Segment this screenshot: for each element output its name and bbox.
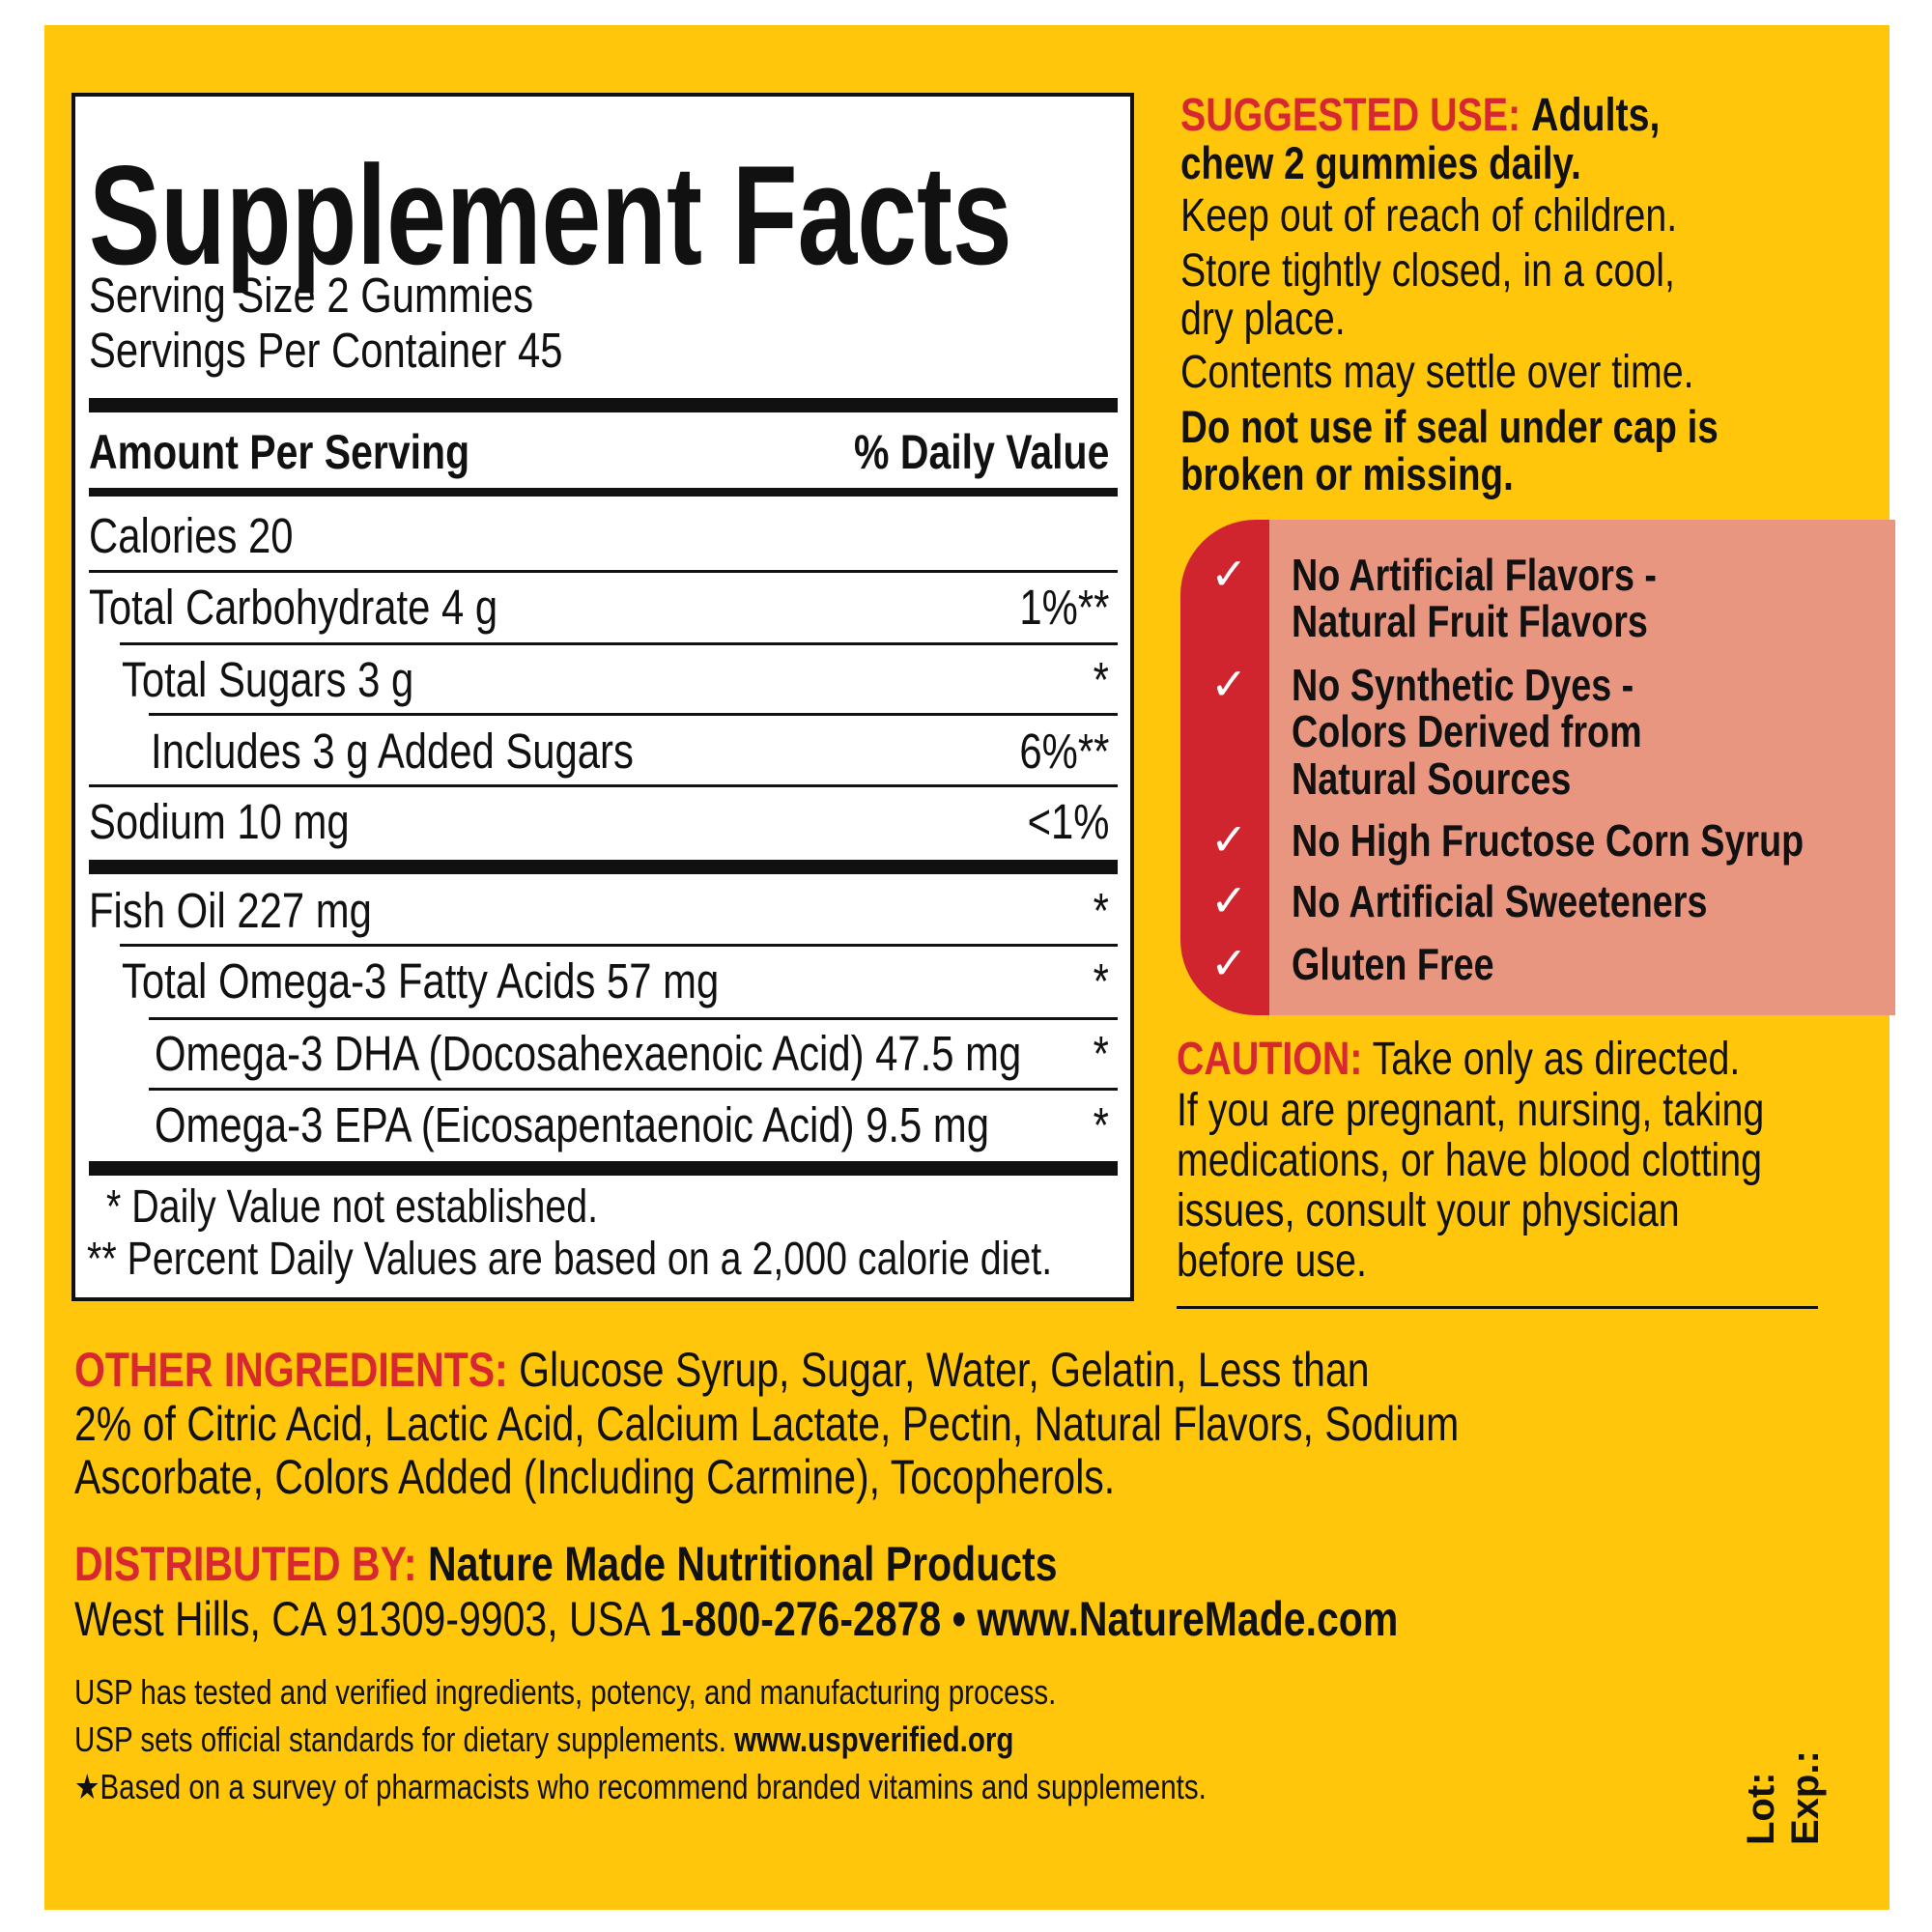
caution-line: medications, or have blood clotting	[1177, 1135, 1763, 1186]
suggested-use-line4: Store tightly closed, in a cool,	[1180, 245, 1675, 297]
nutrient-dv: *	[1093, 1026, 1109, 1081]
nutrient-dv: *	[1093, 1097, 1109, 1152]
nutrient-row-dha: Omega-3 DHA (Docosahexaenoic Acid) 47.5 …	[155, 1026, 1022, 1081]
claims-box	[1180, 520, 1895, 1015]
caution-line: issues, consult your physician	[1177, 1185, 1680, 1236]
amount-per-serving-header: Amount Per Serving	[89, 425, 470, 479]
check-icon: ✓	[1210, 813, 1248, 866]
usp-line2: USP sets official standards for dietary …	[74, 1722, 1013, 1757]
suggested-use-line8: broken or missing.	[1180, 448, 1514, 499]
distributor-contact: 1-800-276-2878 • www.NatureMade.com	[659, 1592, 1399, 1646]
divider-thick	[89, 860, 1118, 874]
lot-exp-block: Lot: Exp.:	[1739, 1750, 1828, 1845]
nutrient-row-carbohydrate: Total Carbohydrate 4 g	[89, 580, 498, 635]
lot-label: Lot:	[1740, 1772, 1782, 1845]
row-divider	[120, 642, 1118, 645]
nutrient-dv: 1%**	[1019, 580, 1109, 635]
distributor-line2: West Hills, CA 91309-9903, USA 1-800-276…	[74, 1595, 1398, 1643]
check-icon: ✓	[1210, 937, 1248, 989]
exp-label: Exp.:	[1784, 1750, 1827, 1845]
check-icon: ✓	[1210, 874, 1248, 926]
nutrient-row-fish-oil: Fish Oil 227 mg	[89, 883, 372, 938]
ingredients-label: OTHER INGREDIENTS:	[74, 1343, 508, 1397]
caution-divider	[1177, 1306, 1818, 1309]
servings-per-container: Servings Per Container 45	[89, 323, 563, 378]
claim-text: Gluten Free	[1292, 939, 1494, 989]
claim-text: Colors Derived from	[1292, 706, 1642, 756]
suggested-use-line6: Contents may settle over time.	[1180, 347, 1694, 398]
claim-text: No Artificial Sweeteners	[1292, 876, 1708, 926]
usp-line3: ★Based on a survey of pharmacists who re…	[74, 1767, 1207, 1806]
nutrient-row-added-sugars: Includes 3 g Added Sugars	[151, 724, 634, 779]
divider-medium	[89, 488, 1118, 497]
row-divider	[149, 713, 1118, 716]
check-icon: ✓	[1210, 548, 1248, 600]
suggested-use-line7: Do not use if seal under cap is	[1180, 401, 1719, 452]
usp-text: USP sets official standards for dietary …	[74, 1719, 735, 1759]
suggested-use-line3: Keep out of reach of children.	[1180, 190, 1678, 242]
footnote-daily-value: * Daily Value not established.	[106, 1181, 599, 1233]
nutrient-row-sodium: Sodium 10 mg	[89, 794, 350, 849]
nutrient-row-epa: Omega-3 EPA (Eicosapentaenoic Acid) 9.5 …	[155, 1097, 989, 1152]
ingredients-line1: OTHER INGREDIENTS: Glucose Syrup, Sugar,…	[74, 1346, 1370, 1394]
nutrient-dv: 6%**	[1019, 724, 1109, 779]
ingredients-text: Glucose Syrup, Sugar, Water, Gelatin, Le…	[519, 1343, 1370, 1397]
serving-size: Serving Size 2 Gummies	[89, 268, 534, 323]
usp-line1: USP has tested and verified ingredients,…	[74, 1672, 1057, 1712]
nutrient-dv: *	[1093, 953, 1109, 1009]
divider-thick	[89, 1161, 1118, 1176]
distributor-name: Nature Made Nutritional Products	[427, 1537, 1058, 1591]
claim-text: Natural Fruit Flavors	[1292, 596, 1648, 646]
suggested-use-line1: SUGGESTED USE: Adults,	[1180, 93, 1660, 139]
row-divider	[149, 1017, 1118, 1020]
claim-text: Natural Sources	[1292, 753, 1572, 804]
divider-thick	[89, 398, 1118, 412]
distributor-address: West Hills, CA 91309-9903, USA	[74, 1592, 660, 1646]
distributor-label: DISTRIBUTED BY:	[74, 1537, 417, 1591]
suggested-use-line2: chew 2 gummies daily.	[1180, 137, 1581, 188]
row-divider	[89, 570, 1118, 573]
row-divider	[89, 784, 1118, 787]
ingredients-line: 2% of Citric Acid, Lactic Acid, Calcium …	[74, 1397, 1460, 1451]
caution-label: CAUTION:	[1177, 1034, 1363, 1085]
footnote-percent-dv: ** Percent Daily Values are based on a 2…	[87, 1234, 1053, 1285]
daily-value-header: % Daily Value	[853, 425, 1109, 479]
caution-text: Take only as directed.	[1372, 1034, 1741, 1085]
claim-text: No Artificial Flavors -	[1292, 550, 1657, 600]
nutrient-dv: *	[1093, 652, 1109, 707]
supplement-facts-panel	[71, 93, 1134, 1301]
row-divider	[120, 944, 1118, 947]
suggested-use-text: Adults,	[1531, 90, 1661, 141]
claim-text: No Synthetic Dyes -	[1292, 660, 1634, 710]
distributor-line1: DISTRIBUTED BY: Nature Made Nutritional …	[74, 1540, 1057, 1588]
claims-strip	[1180, 520, 1269, 1015]
nutrient-row-calories: Calories 20	[89, 508, 294, 563]
usp-link: www.uspverified.org	[734, 1719, 1014, 1759]
caution-line: If you are pregnant, nursing, taking	[1177, 1085, 1765, 1136]
ingredients-line: Ascorbate, Colors Added (Including Carmi…	[74, 1450, 1116, 1504]
claim-text: No High Fructose Corn Syrup	[1292, 815, 1804, 866]
facts-title: Supplement Facts	[89, 136, 1012, 294]
nutrient-row-omega-3: Total Omega-3 Fatty Acids 57 mg	[122, 953, 720, 1009]
nutrient-dv: *	[1093, 883, 1109, 938]
suggested-use-line5: dry place.	[1180, 294, 1346, 345]
caution-line1: CAUTION: Take only as directed.	[1177, 1037, 1740, 1083]
suggested-use-label: SUGGESTED USE:	[1180, 90, 1521, 141]
check-icon: ✓	[1210, 658, 1248, 710]
caution-line: before use.	[1177, 1236, 1367, 1287]
nutrient-row-total-sugars: Total Sugars 3 g	[122, 652, 414, 707]
row-divider	[149, 1088, 1118, 1091]
nutrient-dv: <1%	[1027, 794, 1109, 849]
